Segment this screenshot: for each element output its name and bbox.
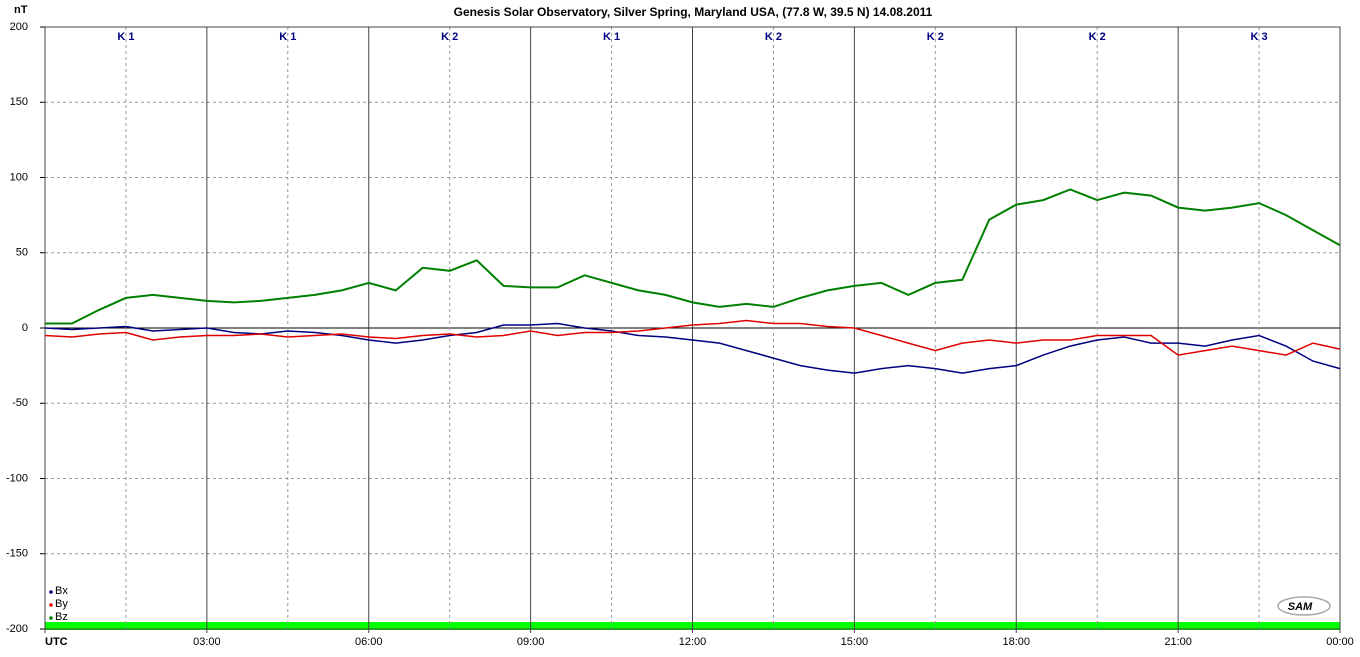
y-tick-label: 50 (16, 247, 28, 259)
y-tick-label: -200 (6, 623, 28, 635)
y-tick-label: 200 (10, 21, 28, 33)
series-line (44, 319, 1341, 356)
y-tick-label: 150 (10, 96, 28, 108)
logo: SAM (1288, 601, 1313, 613)
y-tick-label: -150 (6, 548, 28, 560)
k-index-label: K 1 (603, 31, 620, 43)
x-tick-label: 21:00 (1164, 636, 1192, 648)
legend-label: Bx (55, 585, 68, 597)
y-tick-label: 100 (10, 171, 28, 183)
series-line (45, 188, 1341, 325)
y-tick-label: 0 (22, 322, 28, 334)
y-axis-label: nT (14, 4, 28, 16)
x-tick-label: 18:00 (1002, 636, 1030, 648)
x-tick-label: 03:00 (193, 636, 221, 648)
legend-marker (49, 590, 53, 594)
chart-title: Genesis Solar Observatory, Silver Spring… (454, 5, 933, 19)
legend-marker (49, 616, 53, 620)
k-index-label: K 2 (441, 31, 458, 43)
x-tick-label: 15:00 (841, 636, 869, 648)
x-tick-label: 06:00 (355, 636, 383, 648)
logo-swoosh (1277, 596, 1331, 616)
k-index-label: K 2 (1089, 31, 1106, 43)
k-index-label: K 3 (1251, 31, 1268, 43)
y-tick-label: -100 (6, 472, 28, 484)
x-tick-label: 00:00 (1326, 636, 1354, 648)
x-tick-label: 09:00 (517, 636, 545, 648)
legend-label: Bz (55, 611, 68, 623)
x-tick-label: UTC (45, 636, 68, 648)
x-tick-label: 12:00 (679, 636, 707, 648)
legend-marker (49, 603, 53, 607)
legend-label: By (55, 598, 68, 610)
k-index-label: K 1 (279, 31, 296, 43)
k-index-label: K 2 (765, 31, 782, 43)
k-index-label: K 1 (117, 31, 134, 43)
k-index-label: K 2 (927, 31, 944, 43)
y-tick-label: -50 (12, 397, 28, 409)
